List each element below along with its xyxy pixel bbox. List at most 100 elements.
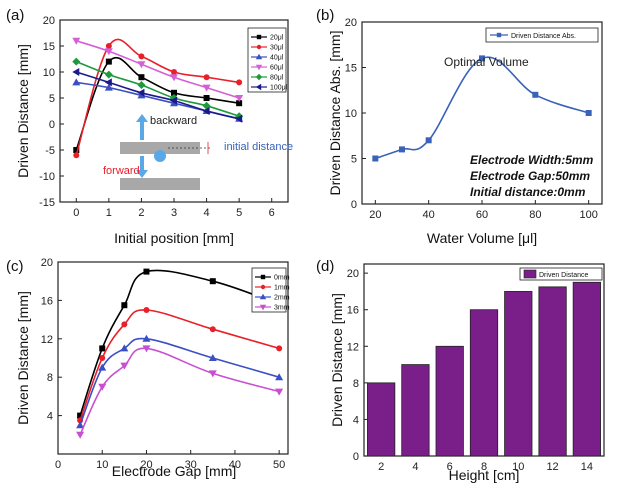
data-point	[203, 74, 210, 81]
data-point	[143, 307, 150, 313]
panel-a-ticks: 0 1 2 3 4 5 6 -15 -10 -5 0 5 10 15 20	[39, 15, 275, 219]
y-tick-label: 20	[43, 15, 55, 27]
panel-d-xlabel: Height [cm]	[449, 467, 520, 483]
legend-a-entry: 80μl	[270, 75, 284, 82]
data-point	[372, 155, 379, 162]
panel-b-xlabel: Water Volume [μl]	[427, 230, 537, 246]
x-tick-label: 20	[140, 459, 152, 471]
legend-a-box	[247, 27, 287, 93]
x-tick-label: 14	[581, 461, 593, 473]
legend-a-entry: 20μl	[270, 35, 284, 42]
data-point	[105, 43, 112, 49]
data-point	[98, 383, 107, 391]
legend-d-box	[519, 267, 603, 281]
x-tick-label: 0	[73, 207, 79, 219]
data-point	[121, 321, 128, 328]
series-line	[79, 309, 280, 421]
data-point	[142, 334, 151, 342]
data-point	[137, 61, 146, 69]
backward-arrow-icon	[136, 114, 148, 140]
y-tick-label: 4	[353, 414, 359, 426]
legend-a-swatch-marker	[255, 64, 263, 71]
y-tick-label: -5	[45, 145, 55, 157]
panel-b-legend: Driven Distance Abs.	[485, 27, 599, 43]
bar	[504, 291, 533, 457]
data-point	[72, 68, 80, 76]
x-tick-label: 20	[369, 209, 381, 221]
data-point	[104, 70, 113, 79]
panel-a-ylabel: Driven Distance [mm]	[15, 44, 31, 178]
data-point	[208, 370, 217, 378]
panel-d-bars	[367, 281, 601, 457]
x-tick-label: 3	[171, 207, 177, 219]
y-tick-label: 20	[345, 17, 357, 29]
y-tick-label: 16	[41, 295, 53, 307]
water-droplet	[154, 150, 166, 162]
y-tick-label: 5	[351, 154, 357, 166]
data-point	[170, 74, 178, 82]
legend-c-entry: 3mm	[274, 305, 290, 312]
x-tick-label: 0	[55, 459, 61, 471]
y-tick-label: 15	[345, 63, 357, 75]
series-line	[76, 40, 240, 99]
data-point	[275, 373, 284, 381]
legend-a-swatch-marker	[256, 44, 262, 50]
legend-a-entry: 40μl	[270, 55, 284, 62]
panel-c-xlabel: Electrode Gap [mm]	[112, 463, 237, 479]
x-tick-label: 10	[512, 461, 524, 473]
y-tick-label: 12	[41, 334, 53, 346]
legend-c-box	[251, 267, 287, 313]
bar	[435, 345, 464, 457]
x-tick-label: 4	[412, 461, 418, 473]
legend-a-entry: 100μl	[270, 85, 288, 92]
condition-initial-distance: Initial distance:0mm	[470, 185, 586, 199]
legend-c-entry: 2mm	[274, 295, 290, 302]
bar	[538, 286, 567, 457]
x-tick-label: 6	[269, 207, 275, 219]
data-point	[235, 114, 243, 123]
x-tick-label: 5	[236, 207, 242, 219]
x-tick-label: 1	[106, 207, 112, 219]
legend-c-entry: 0mm	[274, 275, 290, 282]
panel-b-series	[372, 55, 592, 162]
data-point	[236, 100, 243, 107]
y-tick-label: 4	[47, 411, 53, 423]
legend-c-swatch-marker	[260, 274, 266, 280]
y-tick-label: 12	[347, 341, 359, 353]
x-tick-label: 6	[447, 461, 453, 473]
panel-d-ylabel: Driven Distance [mm]	[329, 293, 345, 427]
data-point	[77, 412, 84, 419]
data-point	[105, 58, 112, 65]
y-tick-label: 20	[41, 257, 53, 269]
data-point	[99, 355, 106, 361]
panel-a-label: (a)	[6, 7, 24, 24]
y-tick-label: 10	[345, 108, 357, 120]
bar	[572, 281, 601, 457]
data-point	[585, 110, 592, 116]
data-point	[76, 421, 85, 429]
y-tick-label: 20	[347, 268, 359, 280]
data-point	[99, 345, 106, 352]
x-tick-label: 8	[481, 461, 487, 473]
condition-electrode-gap: Electrode Gap:50mm	[470, 169, 590, 183]
data-point	[235, 95, 244, 102]
panel-b: (b) 20 40 60 80 100 0 5 10 15 20 Water Volume [μl…	[316, 7, 603, 246]
panel-c-frame	[57, 261, 289, 455]
legend-d-entry: Driven Distance	[539, 272, 589, 279]
legend-c-swatch-marker	[259, 304, 267, 311]
x-tick-label: 30	[185, 459, 197, 471]
legend-b-swatch-marker	[496, 32, 502, 38]
x-tick-label: 80	[529, 209, 541, 221]
bar	[367, 382, 396, 457]
x-tick-label: 10	[96, 459, 108, 471]
x-tick-label: 50	[273, 459, 285, 471]
legend-b-box	[485, 27, 599, 43]
legend-a-entry: 60μl	[270, 65, 284, 72]
legend-a-swatch-marker	[255, 73, 263, 81]
legend-a-entry: 30μl	[270, 45, 284, 52]
data-point	[236, 79, 243, 86]
data-point	[209, 278, 216, 285]
panel-a-legend: 20μl 30μl 40μl 60μl 80μl 100μl	[247, 27, 288, 93]
